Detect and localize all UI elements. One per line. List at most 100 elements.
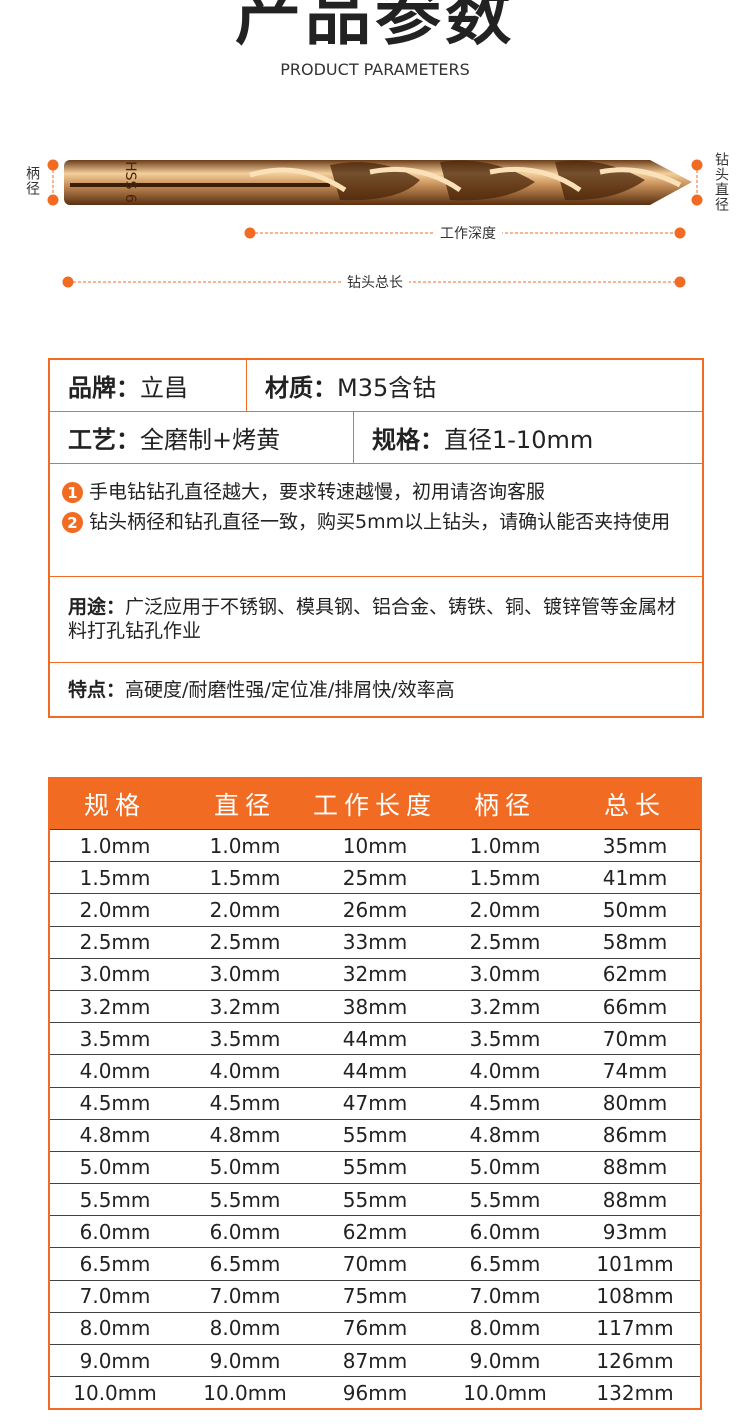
label: 用途： [68, 596, 126, 618]
table-cell: 3.0mm [209, 962, 281, 987]
header-cell: 规格 [83, 791, 146, 820]
table-cell: 47mm [342, 1091, 408, 1116]
table-cell: 2.5mm [469, 930, 541, 955]
table-cell: 1.0mm [209, 833, 281, 858]
table-cell: 86mm [602, 1123, 668, 1148]
table-cell: 33mm [342, 930, 408, 955]
table-row: 3.5mm 3.5mm 44mm 3.5mm 70mm [50, 1022, 700, 1054]
table-cell: 1.5mm [209, 865, 281, 890]
shank-text: HSS 6 [122, 161, 138, 203]
table-cell: 3.5mm [469, 1026, 541, 1051]
value: 直径1-10mm [444, 426, 594, 454]
table-cell: 26mm [342, 897, 408, 922]
table-cell: 117mm [596, 1316, 674, 1341]
table-row: 9.0mm 9.0mm 87mm 9.0mm 126mm [50, 1344, 700, 1376]
table-row: 4.0mm 4.0mm 44mm 4.0mm 74mm [50, 1054, 700, 1086]
table-header: 规格 直径 工作长度 柄径 总长 [50, 779, 700, 829]
table-cell: 88mm [602, 1187, 668, 1212]
note: 2 钻头柄径和钻孔直径一致，购买5mm以上钻头，请确认能否夹持使用 [62, 510, 688, 534]
table-cell: 35mm [602, 833, 668, 858]
label: 工艺： [68, 426, 140, 454]
table-cell: 2.0mm [79, 897, 151, 922]
table-cell: 6.5mm [79, 1252, 151, 1277]
table-cell: 3.2mm [469, 994, 541, 1019]
table-cell: 6.5mm [209, 1252, 281, 1277]
table-row: 1.5mm 1.5mm 25mm 1.5mm 41mm [50, 861, 700, 893]
table-cell: 55mm [342, 1155, 408, 1180]
table-row: 6.5mm 6.5mm 70mm 6.5mm 101mm [50, 1247, 700, 1279]
table-cell: 66mm [602, 994, 668, 1019]
table-row: 4.5mm 4.5mm 47mm 4.5mm 80mm [50, 1086, 700, 1119]
label: 钻头直径 [713, 152, 729, 212]
table-cell: 8.0mm [79, 1316, 151, 1341]
table-cell: 38mm [342, 994, 408, 1019]
table-cell: 5.5mm [209, 1187, 281, 1212]
table-cell: 7.0mm [79, 1284, 151, 1309]
table-row: 10.0mm 10.0mm 96mm 10.0mm 132mm [50, 1376, 700, 1408]
label: 材质： [265, 374, 337, 402]
label: 工作深度 [434, 223, 502, 243]
table-cell: 101mm [596, 1252, 674, 1277]
table-row: 6.0mm 6.0mm 62mm 6.0mm 93mm [50, 1215, 700, 1247]
table-cell: 62mm [602, 962, 668, 987]
label: 柄径 [24, 166, 40, 196]
table-row: 5.0mm 5.0mm 55mm 5.0mm 88mm [50, 1150, 700, 1183]
label: 规格： [372, 426, 444, 454]
drill-diagram: HSS 6 [47, 159, 703, 288]
table-cell: 1.5mm [79, 865, 151, 890]
table-cell: 62mm [342, 1219, 408, 1244]
table-cell: 9.0mm [469, 1348, 541, 1373]
table-cell: 126mm [596, 1348, 674, 1373]
table-cell: 8.0mm [209, 1316, 281, 1341]
features: 特点：高硬度/耐磨性强/定位准/排屑快/效率高 [50, 678, 469, 702]
table-cell: 9.0mm [79, 1348, 151, 1373]
value: 高硬度/耐磨性强/定位准/排屑快/效率高 [125, 678, 455, 701]
table-row: 2.5mm 2.5mm 33mm 2.5mm 58mm [50, 925, 700, 958]
header-cell: 柄径 [473, 791, 536, 820]
label: 品牌： [68, 374, 140, 402]
table-cell: 132mm [596, 1380, 674, 1405]
table-cell: 70mm [342, 1252, 408, 1277]
table-cell: 93mm [602, 1219, 668, 1244]
table-cell: 6.5mm [469, 1252, 541, 1277]
table-cell: 74mm [602, 1058, 668, 1083]
table-cell: 4.0mm [209, 1058, 281, 1083]
table-cell: 75mm [342, 1284, 408, 1309]
table-cell: 44mm [342, 1026, 408, 1051]
table-cell: 2.5mm [79, 930, 151, 955]
table-cell: 55mm [342, 1123, 408, 1148]
table-row: 3.0mm 3.0mm 32mm 3.0mm 62mm [50, 957, 700, 990]
table-cell: 10mm [342, 833, 408, 858]
table-cell: 5.0mm [469, 1155, 541, 1180]
header-cell: 直径 [213, 791, 276, 820]
table-cell: 32mm [342, 962, 408, 987]
table-cell: 55mm [342, 1187, 408, 1212]
header-cell: 工作长度 [312, 791, 437, 820]
table-cell: 4.5mm [469, 1091, 541, 1116]
note-number: 2 [62, 512, 83, 533]
table-cell: 5.0mm [209, 1155, 281, 1180]
table-cell: 96mm [342, 1380, 408, 1405]
value: 全磨制+烤黄 [140, 426, 281, 454]
table-cell: 3.0mm [469, 962, 541, 987]
table-cell: 4.0mm [79, 1058, 151, 1083]
table-cell: 4.5mm [79, 1091, 151, 1116]
spec-table: 规格 直径 工作长度 柄径 总长 1.0mm 1.0mm 10mm 1.0mm 35mm 1.5mm… [48, 777, 702, 1411]
table-cell: 3.2mm [79, 994, 151, 1019]
table-cell: 87mm [342, 1348, 408, 1373]
table-cell: 80mm [602, 1091, 668, 1116]
table-cell: 88mm [602, 1155, 668, 1180]
info-box: 品牌： 立昌 材质： M35含钴 工艺： 全磨制+烤黄 规格： 直径1-10mm 1 手电… [48, 358, 704, 718]
table-cell: 1.5mm [469, 865, 541, 890]
table-cell: 44mm [342, 1058, 408, 1083]
table-cell: 2.0mm [469, 897, 541, 922]
table-cell: 70mm [602, 1026, 668, 1051]
header-cell: 总长 [603, 791, 666, 820]
table-cell: 3.5mm [79, 1026, 151, 1051]
table-cell: 6.0mm [209, 1219, 281, 1244]
table-row: 2.0mm 2.0mm 26mm 2.0mm 50mm [50, 893, 700, 925]
table-row: 7.0mm 7.0mm 75mm 7.0mm 108mm [50, 1279, 700, 1312]
table-cell: 4.8mm [79, 1123, 151, 1148]
value: 广泛应用于不锈钢、模具钢、铝合金、铸铁、铜、镀锌管等金属材料打孔钻孔作业 [68, 596, 677, 642]
